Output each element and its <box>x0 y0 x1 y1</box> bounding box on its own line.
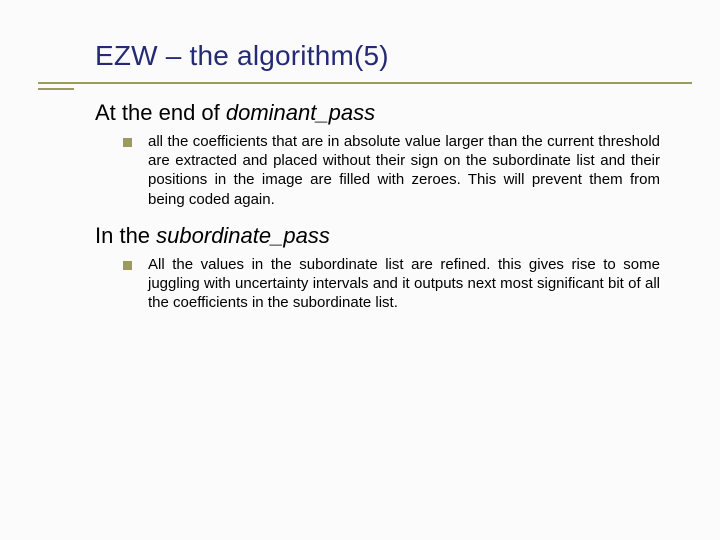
slide-title: EZW – the algorithm(5) <box>95 40 720 72</box>
rule-long <box>38 82 692 84</box>
list-item: All the values in the subordinate list a… <box>123 255 660 313</box>
section-heading-italic: subordinate_pass <box>156 223 330 248</box>
rule-short <box>38 88 74 90</box>
section-heading-italic: dominant_pass <box>226 100 375 125</box>
section-heading: At the end of dominant_pass <box>95 100 660 126</box>
title-region: EZW – the algorithm(5) <box>0 0 720 72</box>
list-item-text: all the coefficients that are in absolut… <box>148 132 660 209</box>
square-bullet-icon <box>123 138 132 147</box>
section-heading: In the subordinate_pass <box>95 223 660 249</box>
list-item: all the coefficients that are in absolut… <box>123 132 660 209</box>
section-heading-plain: In the <box>95 223 156 248</box>
square-bullet-icon <box>123 261 132 270</box>
slide-content: At the end of dominant_pass all the coef… <box>0 92 720 312</box>
list-item-text: All the values in the subordinate list a… <box>148 255 660 313</box>
title-underline <box>0 82 720 92</box>
section-heading-plain: At the end of <box>95 100 226 125</box>
